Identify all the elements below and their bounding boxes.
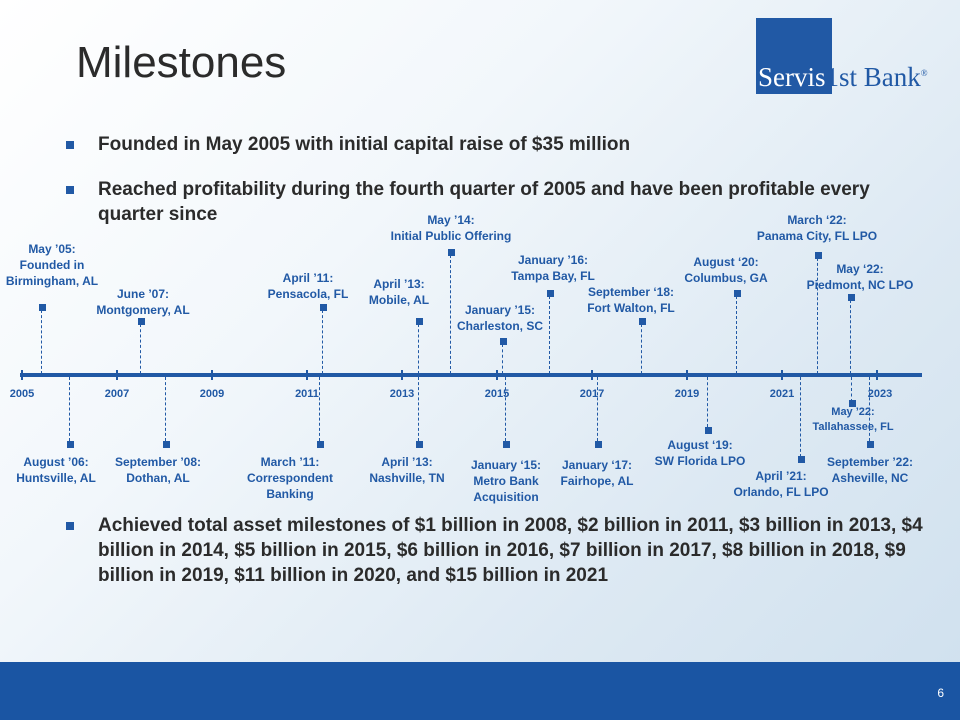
timeline-axis [20,373,922,377]
logo-box [756,18,832,94]
milestone-marker [815,252,822,259]
milestone-stem [707,377,708,427]
milestone-stem [418,377,419,441]
milestone-aug-06: August ’06: Huntsville, AL [16,455,96,485]
bullet-profitability: Reached profitability during the fourth … [64,177,924,227]
year-label: 2013 [389,388,415,400]
bullet-list: Founded in May 2005 with initial capital… [64,132,924,247]
milestone-stem [502,344,503,374]
year-tick [876,370,878,380]
milestone-aug-19: August ‘19: SW Florida LPO [654,438,746,468]
logo-text-part2: 1st Bank [825,62,921,92]
milestone-marker [416,441,423,448]
milestone-stem [800,377,801,457]
milestone-aug-20: August ‘20: Columbus, GA [684,255,768,285]
bullet-founded: Founded in May 2005 with initial capital… [64,132,924,157]
milestone-stem [41,310,42,374]
milestone-stem [69,377,70,441]
milestone-marker [320,304,327,311]
milestone-stem [641,324,642,374]
milestone-stem [319,377,320,441]
year-tick [211,370,213,380]
footer-bar: 6 [0,662,960,720]
milestone-marker [138,318,145,325]
milestone-marker [798,456,805,463]
year-label: 2023 [867,388,893,400]
milestone-marker [734,290,741,297]
year-label: 2011 [295,388,319,400]
milestone-stem [165,377,166,441]
milestone-marker [448,249,455,256]
logo-registered-mark: ® [920,68,928,78]
milestone-stem [140,324,141,374]
milestone-jan-17: January ‘17: Fairhope, AL [560,458,634,488]
milestone-marker [503,441,510,448]
logo-text: Servis1st Bank® [758,62,928,93]
milestone-apr-13-nashville: April ’13: Nashville, TN [369,455,445,485]
milestone-apr-13: April ’13: Mobile, AL [368,277,430,307]
milestone-marker [317,441,324,448]
page-title: Milestones [76,38,287,87]
bullet-list-bottom: Achieved total asset milestones of $1 bi… [64,513,924,608]
year-tick [686,370,688,380]
year-tick [21,370,23,380]
year-label: 2021 [769,388,795,400]
page-number: 6 [937,686,944,700]
year-tick [401,370,403,380]
year-tick [116,370,118,380]
milestone-sep-08: September ’08: Dothan, AL [114,455,202,485]
milestone-marker [849,400,856,407]
milestone-stem [322,310,323,374]
milestone-stem [851,377,852,402]
year-tick [591,370,593,380]
milestone-stem [850,300,851,374]
milestone-sep-18: September ‘18: Fort Walton, FL [587,285,675,315]
year-tick [496,370,498,380]
milestone-stem [869,377,870,441]
milestone-stem [450,255,451,374]
milestone-jan-15-metro-bank: January ‘15: Metro Bank Acquisition [470,458,542,504]
milestone-apr-11: April ’11: Pensacola, FL [267,271,349,301]
milestone-marker [39,304,46,311]
milestone-may-22-piedmont: May ‘22: Piedmont, NC LPO [806,262,914,292]
servis1st-bank-logo: Servis1st Bank® [756,18,936,94]
year-label: 2017 [579,388,605,400]
milestone-stem [418,324,419,374]
milestone-jan-16: January ’16: Tampa Bay, FL [511,253,595,283]
milestone-may-05: May ’05: Founded in Birmingham, AL [5,242,99,288]
milestone-marker [67,441,74,448]
year-label: 2005 [9,388,35,400]
milestone-marker [848,294,855,301]
milestone-stem [549,296,550,374]
milestone-may-22-tallahassee: May ’22: Tallahassee, FL [812,406,894,433]
milestone-stem [817,258,818,374]
milestone-jun-07: June ’07: Montgomery, AL [96,287,190,317]
logo-text-part1: Servis [758,62,826,92]
year-label: 2009 [199,388,225,400]
milestone-mar-11: March ’11: Correspondent Banking [246,455,333,501]
year-label: 2019 [674,388,700,400]
milestone-marker [416,318,423,325]
milestone-stem [597,377,598,441]
year-tick [306,370,308,380]
milestone-jan-15-charleston: January ’15: Charleston, SC [456,303,543,333]
bullet-asset-milestones: Achieved total asset milestones of $1 bi… [64,513,924,588]
milestone-marker [639,318,646,325]
milestone-marker [163,441,170,448]
milestone-stem [736,296,737,374]
milestone-marker [705,427,712,434]
year-label: 2007 [104,388,130,400]
milestone-stem [505,377,506,441]
milestone-marker [595,441,602,448]
milestone-marker [500,338,507,345]
milestone-marker [547,290,554,297]
milestone-marker [867,441,874,448]
year-tick [781,370,783,380]
year-label: 2015 [484,388,510,400]
milestone-sep-22: September ’22: Asheville, NC [826,455,914,485]
milestone-apr-21: April ’21: Orlando, FL LPO [733,469,829,499]
